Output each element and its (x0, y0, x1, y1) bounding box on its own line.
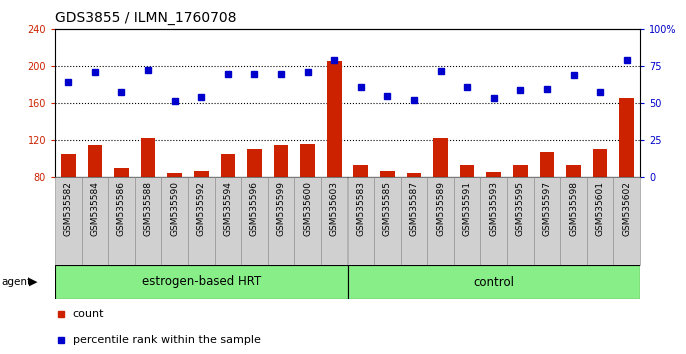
Bar (55, 177, 82, 265)
Text: control: control (473, 275, 514, 289)
Bar (294, 177, 321, 265)
Bar (82, 177, 108, 265)
Bar (241, 177, 268, 265)
Bar (480, 177, 507, 265)
Bar (534, 177, 560, 265)
Text: GSM535589: GSM535589 (436, 181, 445, 236)
Bar (560, 177, 587, 265)
Text: GSM535590: GSM535590 (170, 181, 179, 236)
Bar (61, 154, 75, 177)
Text: GSM535586: GSM535586 (117, 181, 126, 236)
Bar (566, 165, 581, 177)
Bar (188, 177, 215, 265)
Bar (88, 145, 102, 177)
Bar (167, 173, 182, 177)
Bar (215, 177, 241, 265)
Bar (55, 265, 348, 299)
Bar (114, 168, 129, 177)
Bar (348, 177, 374, 265)
Bar (434, 138, 448, 177)
Bar (161, 177, 188, 265)
Bar (587, 177, 613, 265)
Bar (321, 177, 348, 265)
Bar (108, 177, 134, 265)
Bar (593, 149, 607, 177)
Text: GSM535599: GSM535599 (276, 181, 285, 236)
Bar (220, 154, 235, 177)
Text: GSM535582: GSM535582 (64, 181, 73, 236)
Text: GSM535593: GSM535593 (489, 181, 498, 236)
Bar (141, 138, 156, 177)
Bar (460, 165, 475, 177)
Text: GSM535594: GSM535594 (224, 181, 233, 236)
Text: GSM535583: GSM535583 (356, 181, 366, 236)
Text: GSM535601: GSM535601 (595, 181, 604, 236)
Bar (407, 173, 421, 177)
Text: GSM535595: GSM535595 (516, 181, 525, 236)
Bar (268, 177, 294, 265)
Text: percentile rank within the sample: percentile rank within the sample (73, 335, 261, 345)
Bar (380, 171, 394, 177)
Text: GSM535584: GSM535584 (91, 181, 99, 236)
Text: ▶: ▶ (29, 277, 37, 287)
Text: GSM535587: GSM535587 (410, 181, 418, 236)
Bar (454, 177, 480, 265)
Bar (486, 172, 501, 177)
Text: GSM535596: GSM535596 (250, 181, 259, 236)
Bar (401, 177, 427, 265)
Text: agent: agent (1, 277, 32, 287)
Bar (613, 177, 640, 265)
Bar (348, 265, 640, 299)
Bar (619, 98, 634, 177)
Bar (507, 177, 534, 265)
Text: GSM535592: GSM535592 (197, 181, 206, 236)
Text: GDS3855 / ILMN_1760708: GDS3855 / ILMN_1760708 (55, 11, 237, 24)
Text: GSM535585: GSM535585 (383, 181, 392, 236)
Text: GSM535600: GSM535600 (303, 181, 312, 236)
Bar (247, 149, 262, 177)
Bar (274, 145, 288, 177)
Text: GSM535591: GSM535591 (462, 181, 472, 236)
Bar (194, 171, 209, 177)
Text: estrogen-based HRT: estrogen-based HRT (141, 275, 261, 289)
Bar (513, 165, 528, 177)
Bar (374, 177, 401, 265)
Bar (427, 177, 454, 265)
Bar (300, 144, 315, 177)
Text: GSM535598: GSM535598 (569, 181, 578, 236)
Bar (134, 177, 161, 265)
Text: GSM535603: GSM535603 (330, 181, 339, 236)
Bar (540, 152, 554, 177)
Bar (353, 165, 368, 177)
Bar (327, 61, 342, 177)
Text: GSM535602: GSM535602 (622, 181, 631, 236)
Text: GSM535588: GSM535588 (143, 181, 152, 236)
Text: GSM535597: GSM535597 (543, 181, 552, 236)
Text: count: count (73, 309, 104, 319)
